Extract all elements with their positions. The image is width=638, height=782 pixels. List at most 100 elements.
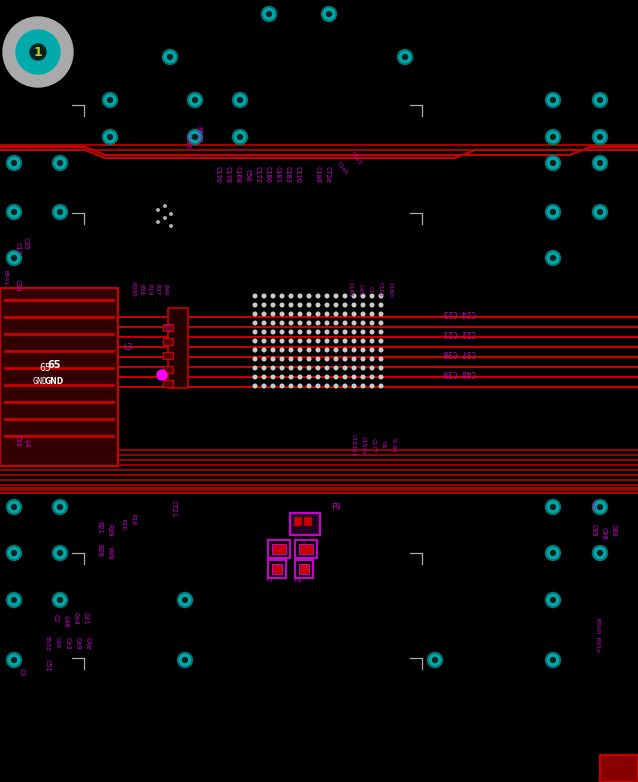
Bar — [295, 560, 313, 578]
Circle shape — [11, 256, 17, 260]
Circle shape — [3, 17, 73, 87]
Circle shape — [545, 652, 561, 668]
Circle shape — [8, 157, 20, 168]
Text: C3: C3 — [19, 668, 25, 676]
Text: C172: C172 — [255, 167, 261, 184]
Text: C35: C35 — [23, 237, 29, 249]
Circle shape — [232, 130, 248, 145]
Circle shape — [262, 339, 266, 343]
Circle shape — [352, 294, 356, 298]
Text: C2: C2 — [52, 614, 58, 622]
Text: 1: 1 — [34, 45, 42, 59]
Circle shape — [271, 375, 275, 378]
Circle shape — [316, 330, 320, 334]
Circle shape — [308, 321, 311, 325]
Circle shape — [545, 546, 561, 561]
Text: C99: C99 — [591, 524, 597, 536]
Circle shape — [370, 384, 374, 388]
Text: C88: C88 — [611, 524, 617, 536]
Circle shape — [262, 312, 266, 316]
Circle shape — [271, 384, 275, 388]
Circle shape — [343, 348, 347, 352]
Text: B28: B28 — [96, 543, 102, 556]
Circle shape — [598, 98, 602, 102]
Circle shape — [8, 594, 20, 605]
Circle shape — [343, 294, 347, 298]
Circle shape — [298, 357, 302, 361]
Circle shape — [325, 348, 329, 352]
Bar — [273, 545, 285, 553]
Circle shape — [157, 370, 167, 380]
Circle shape — [289, 384, 293, 388]
Bar — [163, 366, 173, 373]
Circle shape — [361, 357, 365, 361]
Circle shape — [316, 375, 320, 378]
Circle shape — [177, 593, 193, 608]
Circle shape — [551, 160, 556, 166]
Text: T1: T1 — [163, 325, 173, 335]
Bar — [299, 564, 309, 574]
Circle shape — [54, 501, 66, 512]
Circle shape — [361, 321, 365, 325]
Circle shape — [271, 294, 275, 298]
Circle shape — [54, 594, 66, 605]
Circle shape — [253, 294, 257, 298]
Circle shape — [179, 655, 191, 665]
Circle shape — [271, 312, 275, 316]
Circle shape — [545, 250, 561, 266]
Circle shape — [316, 321, 320, 325]
Circle shape — [427, 652, 443, 668]
Circle shape — [316, 384, 320, 388]
Circle shape — [164, 217, 167, 219]
Circle shape — [325, 357, 329, 361]
Circle shape — [280, 348, 284, 352]
Circle shape — [11, 597, 17, 602]
Circle shape — [551, 551, 556, 555]
Text: C170: C170 — [215, 167, 221, 184]
Circle shape — [232, 92, 248, 107]
Text: 9-01: 9-01 — [390, 437, 396, 453]
Circle shape — [593, 156, 607, 170]
Text: C33: C33 — [14, 434, 20, 447]
Circle shape — [8, 253, 20, 264]
Circle shape — [54, 157, 66, 168]
Text: R19: R19 — [147, 285, 151, 296]
Text: C1: C1 — [367, 286, 373, 294]
Circle shape — [325, 321, 329, 325]
Circle shape — [379, 330, 383, 334]
Text: C1a3: C1a3 — [350, 150, 362, 166]
Circle shape — [280, 321, 284, 325]
Circle shape — [289, 312, 293, 316]
Circle shape — [271, 357, 275, 361]
Circle shape — [598, 160, 602, 166]
Circle shape — [361, 366, 365, 370]
Circle shape — [370, 330, 374, 334]
Text: B535: B535 — [195, 127, 201, 144]
Circle shape — [352, 312, 356, 316]
Circle shape — [280, 330, 284, 334]
Text: B533: B533 — [45, 636, 50, 651]
Circle shape — [157, 221, 160, 224]
Text: L4: L4 — [23, 439, 29, 447]
Circle shape — [177, 652, 193, 668]
Circle shape — [308, 312, 311, 316]
Text: B540 B53a: B540 B53a — [595, 618, 600, 652]
Circle shape — [308, 303, 311, 307]
Circle shape — [325, 375, 329, 378]
Bar — [272, 564, 282, 574]
Text: B21: B21 — [96, 521, 102, 533]
Circle shape — [403, 55, 408, 59]
Circle shape — [370, 312, 374, 316]
Circle shape — [237, 98, 242, 102]
Circle shape — [163, 49, 177, 64]
Circle shape — [593, 130, 607, 145]
Circle shape — [352, 303, 356, 307]
Text: C37 C38: C37 C38 — [444, 349, 476, 357]
Circle shape — [361, 330, 365, 334]
Circle shape — [551, 135, 556, 139]
Circle shape — [11, 551, 17, 555]
Circle shape — [262, 375, 266, 378]
Circle shape — [308, 330, 311, 334]
Circle shape — [168, 55, 172, 59]
Circle shape — [57, 551, 63, 555]
